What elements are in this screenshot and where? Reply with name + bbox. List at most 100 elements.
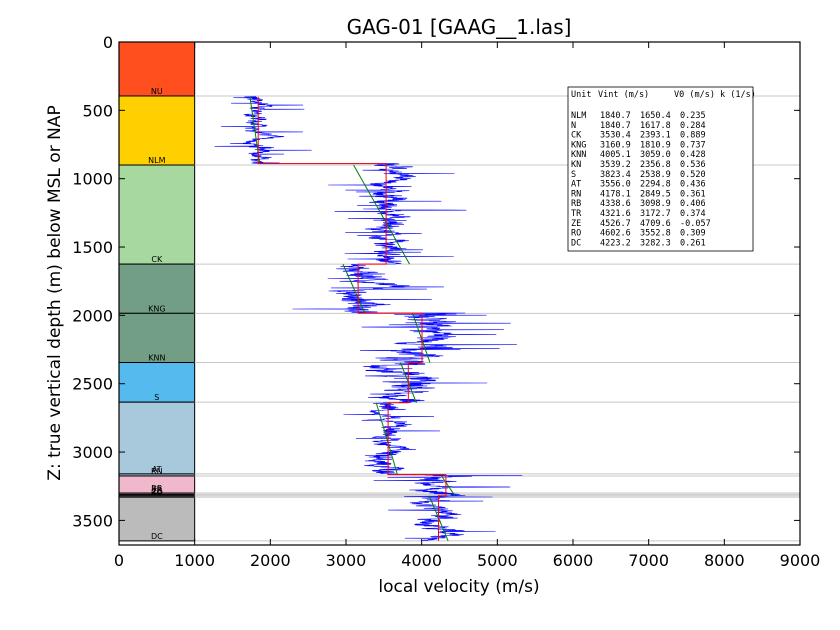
y-tick-label: 3500	[72, 511, 113, 530]
legend-cell: 4602.6	[600, 229, 631, 239]
y-tick-label: 2500	[72, 375, 113, 394]
velocity-log-series	[214, 96, 523, 541]
legend-box	[567, 86, 754, 252]
legend-cell: 4709.6	[640, 219, 671, 229]
legend-cell: 4223.2	[600, 238, 631, 248]
unit-block-s	[118, 362, 196, 403]
legend-cell: NLM	[571, 111, 586, 121]
x-axis: 0 1000 2000 3000 4000 5000 6000 7000 8000 9000	[114, 42, 820, 570]
legend-cell: 4321.6	[600, 209, 631, 219]
legend-cell: 0.361	[680, 189, 706, 199]
unit-label: NLM	[148, 156, 165, 165]
legend-header-cell: Vint (m/s)	[598, 90, 649, 100]
legend-cell: 1650.4	[640, 111, 671, 121]
unit-block-at	[118, 401, 196, 475]
x-tick-label: 1000	[174, 551, 215, 570]
legend-cell: 0.374	[680, 209, 706, 219]
v0k-trend-line	[440, 474, 456, 497]
legend-cell: 3098.9	[640, 199, 671, 209]
legend-cell: -0.057	[680, 219, 711, 229]
y-tick-label: 0	[103, 33, 113, 52]
y-tick-label: 2000	[72, 306, 113, 325]
interval-velocity-line	[257, 96, 447, 541]
unit-block-nlm	[118, 95, 196, 166]
legend-cell: 0.235	[680, 111, 706, 121]
v0k-trend-line	[342, 263, 366, 314]
x-tick-label: 2000	[250, 551, 291, 570]
unit-label: DC	[151, 532, 163, 541]
x-tick-label: 5000	[477, 551, 518, 570]
x-tick-label: 8000	[704, 551, 745, 570]
legend-cell: 0.309	[680, 229, 706, 239]
legend-cell: 2294.8	[640, 180, 671, 190]
legend-cell: N	[571, 121, 576, 131]
legend-cell: 3530.4	[600, 131, 631, 141]
unit-label: ZE	[152, 487, 163, 496]
legend-cell: 0.261	[680, 238, 706, 248]
legend-cell: 1810.9	[640, 140, 671, 150]
x-tick-label: 6000	[553, 551, 594, 570]
legend-cell: 2538.9	[640, 170, 671, 180]
v0k-trend-line	[412, 313, 431, 363]
legend-cell: 3539.2	[600, 160, 631, 170]
legend-cell: CK	[571, 131, 582, 141]
legend-cell: 0.428	[680, 150, 706, 160]
legend-cell: AT	[571, 180, 581, 190]
y-tick-label: 1500	[72, 238, 113, 257]
legend-cell: 0.284	[680, 121, 706, 131]
chart-title: GAG-01 [GAAG__1.las]	[347, 15, 572, 39]
legend-cell: ZE	[571, 219, 581, 229]
unit-label: TR	[151, 485, 163, 494]
legend-cell: TR	[571, 209, 582, 219]
legend-cell: 0.406	[680, 199, 706, 209]
x-tick-label: 4000	[401, 551, 442, 570]
unit-block-dc	[118, 496, 196, 542]
legend-cell: 0.889	[680, 131, 706, 141]
unit-label: KNN	[148, 354, 165, 363]
interval-velocity-series	[257, 96, 447, 541]
legend-cell: 4338.6	[600, 199, 631, 209]
x-tick-label: 7000	[628, 551, 669, 570]
unit-label: KNG	[148, 304, 165, 313]
legend-cell: 4178.1	[600, 189, 631, 199]
legend-cell: 1840.7	[600, 121, 631, 131]
legend-cell: 2356.8	[640, 160, 671, 170]
legend-cell: 3823.4	[600, 170, 631, 180]
legend-cell: 0.737	[680, 140, 706, 150]
x-tick-label: 3000	[326, 551, 367, 570]
legend-cell: 2849.5	[640, 189, 671, 199]
x-tick-label: 0	[114, 551, 124, 570]
legend-cell: 0.436	[680, 180, 706, 190]
legend-cell: S	[571, 170, 576, 180]
unit-label: RN	[151, 467, 163, 476]
unit-block-ck	[118, 164, 196, 265]
legend-cell: 1840.7	[600, 111, 631, 121]
legend-cell: 3552.8	[640, 229, 671, 239]
legend-cell: 3282.3	[640, 238, 671, 248]
legend-cell: 3556.0	[600, 180, 631, 190]
v0k-trend-line	[375, 402, 398, 475]
legend-header-cell: k (1/s)	[720, 90, 756, 100]
unit-label: RB	[151, 484, 162, 493]
y-tick-label: 500	[82, 101, 113, 120]
legend-cell: RB	[571, 199, 581, 209]
unit-block-kng	[118, 263, 196, 314]
plot-frame	[118, 41, 801, 546]
x-tick-label: 9000	[780, 551, 821, 570]
y-tick-label: 1000	[72, 170, 113, 189]
legend-cell: KN	[571, 160, 581, 170]
velocity-log-line	[214, 96, 523, 541]
legend-table: Unit Vint (m/s) V0 (m/s) k (1/s) NLM 1840.7 16…	[567, 86, 756, 252]
unit-label: CK	[151, 255, 163, 264]
unit-label: NU	[151, 87, 163, 96]
legend-cell: 0.520	[680, 170, 706, 180]
legend-cell: KNN	[571, 150, 586, 160]
legend-cell: RN	[571, 189, 581, 199]
legend-cell: RO	[571, 229, 581, 239]
x-axis-label: local velocity (m/s)	[378, 577, 539, 597]
unit-block-knn	[118, 312, 196, 364]
y-tick-label: 3000	[72, 443, 113, 462]
legend-cell: DC	[571, 238, 581, 248]
legend-header-cell: V0 (m/s)	[674, 90, 715, 100]
